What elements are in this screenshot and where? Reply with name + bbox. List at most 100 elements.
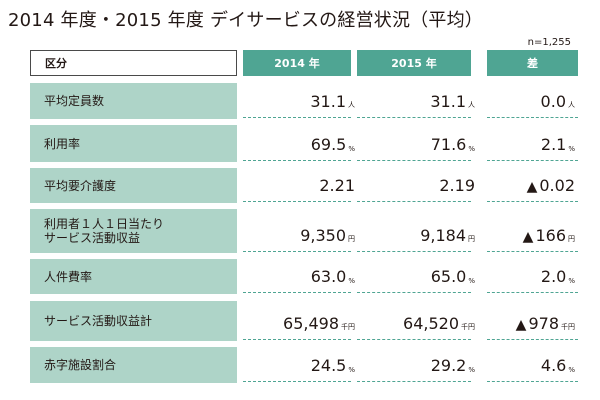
table-row: 平均定員数 31.1 人 31.1 人 0.0 人	[0, 83, 600, 119]
row-divider	[357, 292, 471, 293]
value-2015-number: 65.0	[430, 267, 467, 286]
row-divider	[243, 251, 351, 252]
value-2015: 71.6%	[357, 125, 475, 154]
row-label-text: サービス活動収益計	[44, 314, 152, 328]
row-divider	[487, 292, 578, 293]
value-2015-number: 29.2	[430, 356, 467, 375]
row-divider	[357, 117, 471, 118]
value-2014-unit: 円	[348, 235, 355, 243]
row-label: 平均要介護度	[30, 168, 237, 203]
value-2015-number: 64,520	[403, 314, 459, 333]
row-divider	[243, 381, 351, 382]
value-difference: 2.1%	[487, 125, 575, 154]
header-difference: 差	[487, 50, 578, 76]
value-2014-number: 9,350	[300, 226, 346, 245]
row-divider	[243, 201, 351, 202]
value-2015-unit: 千円	[461, 323, 475, 331]
row-divider	[487, 117, 578, 118]
row-label: 人件費率	[30, 259, 237, 294]
value-difference: 0.0 人	[487, 83, 575, 111]
value-2015: 65.0%	[357, 259, 475, 286]
table-row: 利用率 69.5% 71.6% 2.1%	[0, 125, 600, 162]
row-divider	[487, 251, 578, 252]
value-2015-unit: 人	[468, 101, 475, 109]
value-difference-unit: %	[568, 145, 575, 153]
value-2014-unit: %	[348, 277, 355, 285]
value-2014-unit: 千円	[341, 323, 355, 331]
value-difference-number: 0.0	[540, 92, 566, 111]
value-2015: 9,184 円	[357, 209, 475, 245]
value-difference: ▲ 978 千円	[487, 301, 575, 333]
value-2014-number: 69.5	[310, 135, 347, 154]
value-2014-number: 2.21	[319, 176, 355, 195]
table-row: 平均要介護度 2.21 2.19 ▲ 0.02	[0, 168, 600, 203]
row-label-line: サービス活動収益	[44, 231, 141, 245]
value-2015: 64,520 千円	[357, 301, 475, 333]
value-difference: 4.6%	[487, 347, 575, 375]
value-difference-unit: 円	[568, 235, 575, 243]
row-divider	[487, 201, 578, 202]
value-2014-number: 24.5	[310, 356, 347, 375]
header-2015: 2015 年	[357, 50, 471, 76]
value-difference: 2.0%	[487, 259, 575, 286]
value-2015-number: 31.1	[430, 92, 466, 111]
row-label-line: サービス活動収益計	[44, 314, 153, 328]
table-row: 人件費率 63.0% 65.0% 2.0%	[0, 259, 600, 294]
row-divider	[487, 160, 578, 161]
row-label-text: 人件費率	[44, 270, 92, 284]
value-2015: 29.2%	[357, 347, 475, 375]
row-divider	[357, 160, 471, 161]
value-2014-unit: %	[348, 366, 355, 374]
page-title: 2014 年度・2015 年度 デイサービスの経営状況（平均）	[8, 10, 483, 31]
value-2014-number: 65,498	[283, 314, 339, 333]
row-label-line: 平均定員数	[44, 94, 105, 108]
value-2014: 69.5%	[243, 125, 355, 154]
row-divider	[243, 292, 351, 293]
value-difference-unit: 千円	[561, 323, 575, 331]
header-label-category: 区分	[30, 50, 237, 76]
value-difference-number: 4.6	[540, 356, 567, 375]
value-2014-unit: 人	[348, 101, 355, 109]
value-difference-number: 2.0	[540, 267, 567, 286]
row-divider	[357, 339, 471, 340]
row-label-text: 利用者１人１日当たり サービス活動収益	[44, 217, 164, 245]
value-2014-unit: %	[348, 145, 355, 153]
decrease-triangle-icon: ▲	[522, 229, 534, 245]
row-label: サービス活動収益計	[30, 301, 237, 341]
value-2014-number: 31.1	[310, 92, 346, 111]
value-2014-number: 63.0	[310, 267, 347, 286]
row-label-text: 利用率	[44, 137, 80, 151]
value-difference-number: 978	[528, 314, 559, 333]
decrease-triangle-icon: ▲	[515, 317, 527, 333]
value-2015-number: 2.19	[439, 176, 475, 195]
row-divider	[357, 201, 471, 202]
row-label-text: 平均要介護度	[44, 179, 116, 193]
row-label-line: 平均要介護度	[44, 178, 117, 193]
value-2015-unit: 円	[468, 235, 475, 243]
row-label-text: 平均定員数	[44, 94, 104, 108]
row-label-line: 利用者１人１日当たり	[44, 217, 165, 231]
value-2014: 24.5%	[243, 347, 355, 375]
row-label-line: 赤字施設割合	[44, 358, 117, 372]
value-difference: ▲ 0.02	[487, 168, 575, 195]
row-divider	[243, 117, 351, 118]
value-2015-number: 9,184	[420, 226, 466, 245]
value-difference-number: 166	[535, 226, 566, 245]
row-label: 利用率	[30, 125, 237, 162]
header-2014: 2014 年	[243, 50, 351, 76]
table-row: 利用者１人１日当たり サービス活動収益 9,350 円 9,184 円 ▲ 166 円	[0, 209, 600, 253]
value-2015: 31.1 人	[357, 83, 475, 111]
value-2014: 63.0%	[243, 259, 355, 286]
row-label: 赤字施設割合	[30, 347, 237, 383]
value-difference-unit: %	[568, 277, 575, 285]
value-2015: 2.19	[357, 168, 475, 195]
row-divider	[357, 251, 471, 252]
value-2014: 65,498 千円	[243, 301, 355, 333]
value-difference: ▲ 166 円	[487, 209, 575, 245]
value-2015-number: 71.6	[430, 135, 467, 154]
row-divider	[487, 381, 578, 382]
value-difference-unit: 人	[568, 101, 575, 109]
table-row: 赤字施設割合 24.5% 29.2% 4.6%	[0, 347, 600, 383]
value-difference-unit: %	[568, 366, 575, 374]
row-label: 利用者１人１日当たり サービス活動収益	[30, 209, 237, 253]
